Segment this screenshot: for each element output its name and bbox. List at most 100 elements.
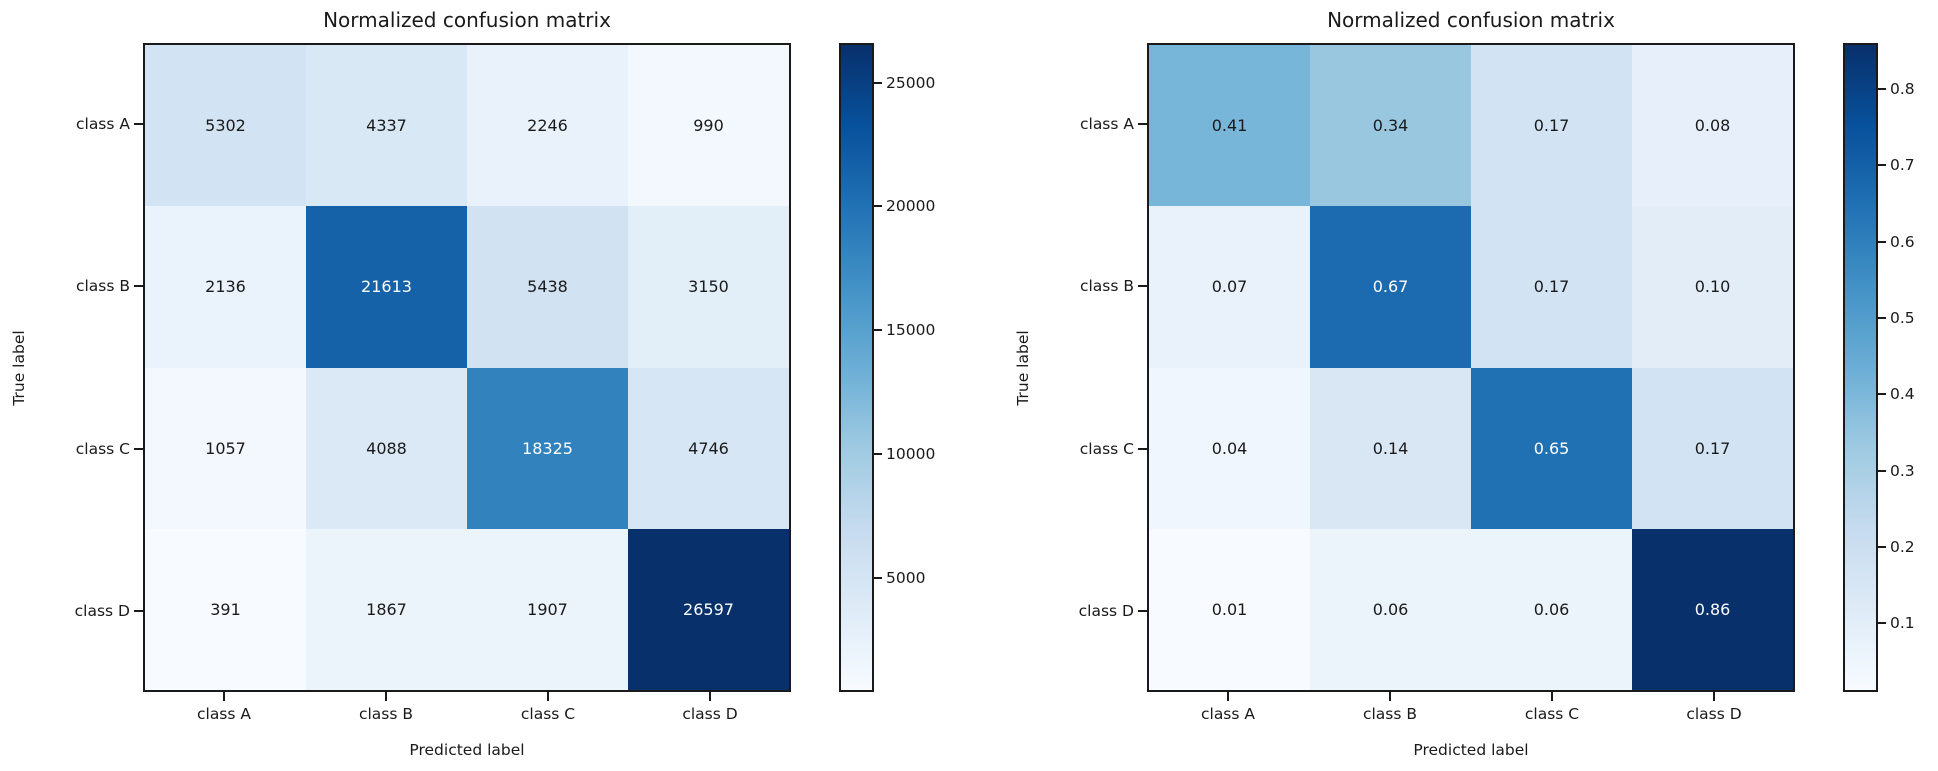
heatmap-cell: 5302 bbox=[145, 45, 306, 207]
x-axis-tick bbox=[547, 692, 549, 701]
heatmap-cell: 0.07 bbox=[1149, 206, 1310, 368]
heatmap-cell: 1907 bbox=[467, 528, 628, 690]
x-tick-label: class B bbox=[1362, 705, 1418, 723]
heatmap-cell: 0.14 bbox=[1310, 367, 1471, 529]
y-tick-label: class C bbox=[75, 439, 130, 458]
heatmap-axes: 5302 4337 2246 990 2136 21613 5438 3150 1057 4088… bbox=[143, 43, 791, 692]
x-axis-label: Predicted label bbox=[409, 741, 525, 759]
colorbar-tick-label: 0.5 bbox=[1890, 308, 1915, 327]
heatmap-cell: 0.06 bbox=[1310, 528, 1471, 690]
x-axis-label: Predicted label bbox=[1413, 741, 1529, 759]
colorbar-tick bbox=[874, 453, 882, 456]
y-axis-tick bbox=[134, 609, 143, 612]
heatmap-cell: 0.01 bbox=[1149, 528, 1310, 690]
y-tick-label: class A bbox=[75, 115, 130, 134]
x-axis-tick bbox=[1713, 692, 1715, 701]
y-axis-tick bbox=[1138, 609, 1147, 612]
heatmap-grid: 0.41 0.34 0.17 0.08 0.07 0.67 0.17 0.10 0.04 0.14… bbox=[1149, 45, 1793, 690]
colorbar-tick bbox=[1878, 545, 1886, 548]
heatmap-cell: 0.17 bbox=[1632, 367, 1793, 529]
x-axis-tick bbox=[709, 692, 711, 701]
heatmap-cell: 3150 bbox=[628, 206, 789, 368]
x-tick-label: class C bbox=[520, 705, 576, 723]
heatmap-cell: 0.41 bbox=[1149, 45, 1310, 207]
heatmap-cell: 0.06 bbox=[1471, 528, 1632, 690]
heatmap-cell: 5438 bbox=[467, 206, 628, 368]
x-axis-tick bbox=[1227, 692, 1229, 701]
heatmap-cell: 0.04 bbox=[1149, 367, 1310, 529]
y-tick-label: class B bbox=[1079, 277, 1134, 296]
colorbar-tick-label: 0.2 bbox=[1890, 537, 1915, 556]
x-axis-tick bbox=[1389, 692, 1391, 701]
colorbar bbox=[1843, 43, 1878, 692]
colorbar-tick bbox=[1878, 164, 1886, 167]
colorbar-tick-label: 0.4 bbox=[1890, 385, 1915, 404]
x-tick-label: class C bbox=[1524, 705, 1580, 723]
y-tick-label: class C bbox=[1079, 439, 1134, 458]
colorbar-tick bbox=[874, 576, 882, 579]
y-tick-label: class A bbox=[1079, 115, 1134, 134]
heatmap-cell: 0.08 bbox=[1632, 45, 1793, 207]
y-tick-label: class D bbox=[74, 601, 130, 620]
figure-normalized-confusion-matrix: Normalized confusion matrix True label 0… bbox=[969, 0, 1938, 771]
colorbar-tick bbox=[1878, 393, 1886, 396]
heatmap-cell: 26597 bbox=[628, 528, 789, 690]
x-axis-tick bbox=[223, 692, 225, 701]
colorbar-tick-label: 10000 bbox=[886, 445, 936, 464]
heatmap-cell: 0.17 bbox=[1471, 45, 1632, 207]
colorbar-tick-label: 0.3 bbox=[1890, 461, 1915, 480]
heatmap-cell: 0.17 bbox=[1471, 206, 1632, 368]
x-axis-tick bbox=[1551, 692, 1553, 701]
y-axis-tick bbox=[134, 123, 143, 126]
y-axis-tick bbox=[1138, 285, 1147, 288]
colorbar-tick-label: 25000 bbox=[886, 73, 936, 92]
colorbar-tick-label: 5000 bbox=[886, 568, 926, 587]
heatmap-cell: 0.10 bbox=[1632, 206, 1793, 368]
heatmap-cell: 2136 bbox=[145, 206, 306, 368]
heatmap-cell: 1867 bbox=[306, 528, 467, 690]
colorbar-tick bbox=[1878, 316, 1886, 319]
heatmap-cell: 2246 bbox=[467, 45, 628, 207]
colorbar-tick bbox=[874, 205, 882, 208]
colorbar-tick bbox=[1878, 240, 1886, 243]
colorbar-tick-label: 0.6 bbox=[1890, 232, 1915, 251]
heatmap-axes: 0.41 0.34 0.17 0.08 0.07 0.67 0.17 0.10 0.04 0.14… bbox=[1147, 43, 1795, 692]
heatmap-cell: 0.86 bbox=[1632, 528, 1793, 690]
y-axis-label: True label bbox=[1014, 329, 1032, 406]
heatmap-cell: 1057 bbox=[145, 367, 306, 529]
x-tick-label: class B bbox=[358, 705, 414, 723]
chart-title: Normalized confusion matrix bbox=[323, 8, 611, 32]
heatmap-grid: 5302 4337 2246 990 2136 21613 5438 3150 1057 4088… bbox=[145, 45, 789, 690]
colorbar-tick bbox=[874, 81, 882, 84]
heatmap-cell: 0.67 bbox=[1310, 206, 1471, 368]
colorbar-tick bbox=[874, 329, 882, 332]
colorbar-tick-label: 15000 bbox=[886, 321, 936, 340]
x-tick-label: class D bbox=[682, 705, 738, 723]
colorbar-tick-label: 20000 bbox=[886, 197, 936, 216]
colorbar bbox=[839, 43, 874, 692]
y-axis-tick bbox=[1138, 123, 1147, 126]
x-axis-tick bbox=[385, 692, 387, 701]
figure-counts-confusion-matrix: Normalized confusion matrix True label 5… bbox=[10, 8, 936, 759]
chart-title: Normalized confusion matrix bbox=[1327, 8, 1615, 32]
heatmap-cell: 4337 bbox=[306, 45, 467, 207]
heatmap-cell: 18325 bbox=[467, 367, 628, 529]
heatmap-cell: 21613 bbox=[306, 206, 467, 368]
colorbar-tick bbox=[1878, 469, 1886, 472]
y-tick-label: class B bbox=[75, 277, 130, 296]
colorbar-tick bbox=[1878, 622, 1886, 625]
x-tick-label: class D bbox=[1686, 705, 1742, 723]
colorbar-tick-label: 0.1 bbox=[1890, 614, 1915, 633]
heatmap-cell: 4088 bbox=[306, 367, 467, 529]
heatmap-cell: 4746 bbox=[628, 367, 789, 529]
y-axis-tick bbox=[1138, 447, 1147, 450]
x-tick-label: class A bbox=[196, 705, 251, 723]
y-tick-label: class D bbox=[1078, 601, 1134, 620]
heatmap-cell: 0.34 bbox=[1310, 45, 1471, 207]
heatmap-cell: 990 bbox=[628, 45, 789, 207]
colorbar-tick bbox=[1878, 87, 1886, 90]
colorbar-tick-label: 0.7 bbox=[1890, 156, 1915, 175]
y-axis-tick bbox=[134, 447, 143, 450]
heatmap-cell: 391 bbox=[145, 528, 306, 690]
